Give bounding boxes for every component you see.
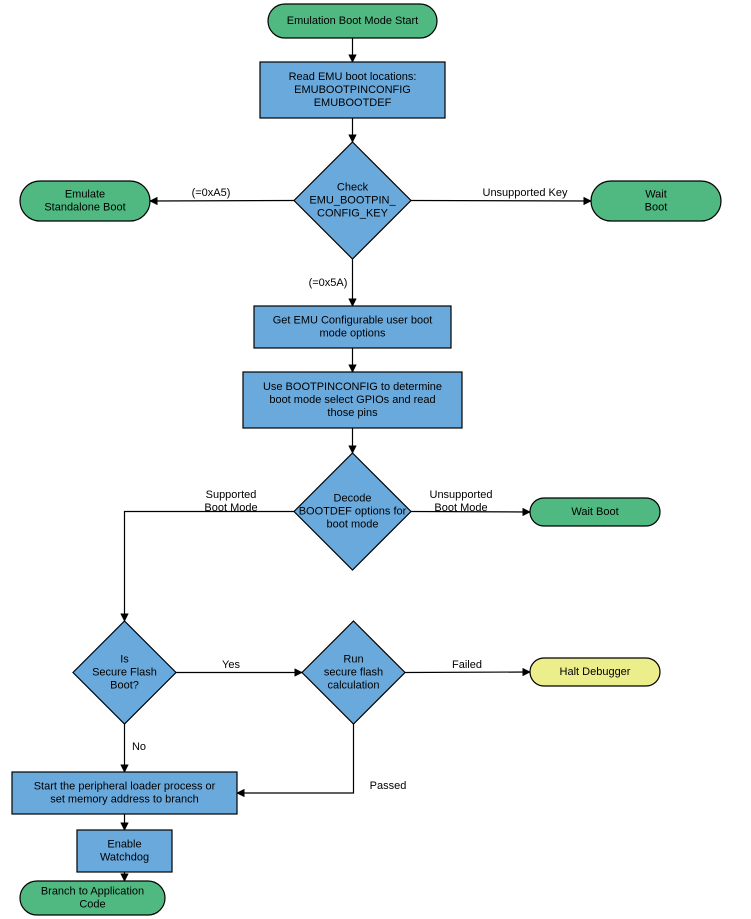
flow-edge <box>125 512 295 622</box>
edge-label-supMode2: Boot Mode <box>204 502 257 514</box>
node-readEmu-text: EMUBOOTDEF <box>314 97 392 109</box>
node-getOpts-text: mode options <box>319 327 386 339</box>
node-startPer-text: set memory address to branch <box>50 793 199 805</box>
node-halt-text: Halt Debugger <box>560 666 631 678</box>
node-decode-text: Decode <box>334 492 372 504</box>
node-watchdog-text: Enable <box>107 838 141 850</box>
flow-edge <box>150 201 294 202</box>
node-usePins-text: boot mode select GPIOs and read <box>269 394 435 406</box>
edge-label-x5a: (=0x5A) <box>309 277 348 289</box>
node-usePins-text: those pins <box>327 407 378 419</box>
node-usePins-text: Use BOOTPINCONFIG to determine <box>263 381 442 393</box>
node-checkKey-text: EMU_BOOTPIN_ <box>309 194 396 206</box>
edge-label-no: No <box>132 741 146 753</box>
node-start-text: Emulation Boot Mode Start <box>287 15 418 27</box>
edge-label-a5: (=0xA5) <box>192 187 231 199</box>
node-readEmu-text: EMUBOOTPINCONFIG <box>294 84 411 96</box>
node-runCalc-text: Run <box>343 653 363 665</box>
edge-label-supMode1: Supported <box>206 489 257 501</box>
edge-label-yes: Yes <box>222 659 240 671</box>
node-decode-text: BOOTDEF options for <box>299 505 407 517</box>
edge-label-failed: Failed <box>452 659 482 671</box>
node-checkKey-text: CONFIG_KEY <box>317 207 389 219</box>
node-waitBoot1-text: Wait <box>645 188 667 200</box>
node-emuStd-text: Standalone Boot <box>44 201 125 213</box>
node-runCalc-text: calculation <box>328 679 380 691</box>
node-readEmu-text: Read EMU boot locations: <box>289 71 417 83</box>
edge-label-passed: Passed <box>370 780 407 792</box>
flow-edge <box>237 724 354 793</box>
edge-label-unsupMode2: Boot Mode <box>434 502 487 514</box>
node-branch-text: Code <box>79 898 105 910</box>
node-decode-text: boot mode <box>327 518 379 530</box>
flow-edge <box>405 672 530 673</box>
node-emuStd-text: Emulate <box>65 188 105 200</box>
node-isSecure-text: Secure Flash <box>92 666 157 678</box>
edge-label-unsupKey: Unsupported Key <box>483 187 568 199</box>
node-isSecure-text: Is <box>120 653 129 665</box>
node-watchdog-text: Watchdog <box>100 851 149 863</box>
node-waitBoot1-text: Boot <box>645 201 668 213</box>
flow-edge <box>411 201 591 202</box>
node-getOpts-text: Get EMU Configurable user boot <box>273 314 433 326</box>
node-runCalc-text: secure flash <box>324 666 383 678</box>
node-startPer-text: Start the peripheral loader process or <box>34 780 216 792</box>
node-branch-text: Branch to Application <box>41 885 144 897</box>
edge-label-unsupMode1: Unsupported <box>430 489 493 501</box>
node-waitBoot2-text: Wait Boot <box>571 506 618 518</box>
node-isSecure-text: Boot? <box>110 679 139 691</box>
node-checkKey-text: Check <box>337 181 369 193</box>
